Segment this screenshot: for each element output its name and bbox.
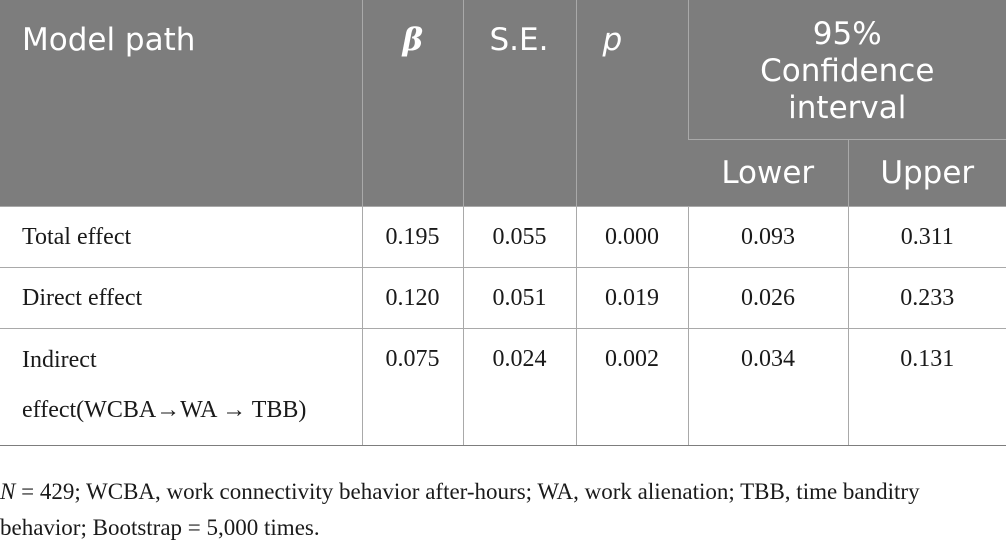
cell-path-line2: effect(WCBA→WA → TBB): [22, 397, 307, 423]
footnote-text: = 429; WCBA, work connectivity behavior …: [0, 479, 920, 540]
cell-path: Indirect effect(WCBA→WA → TBB): [0, 328, 362, 446]
cell-se: 0.051: [462, 267, 576, 329]
cell-beta: 0.195: [361, 206, 463, 268]
cell-se: 0.024: [462, 328, 576, 446]
footnote-n-symbol: N: [0, 479, 16, 504]
table-row-direct-effect: Direct effect 0.120 0.051 0.019 0.026 0.…: [0, 267, 1006, 329]
header-beta: β: [361, 0, 463, 207]
header-row-top: Model path β S.E. p 95% Confidence inter…: [0, 0, 1006, 207]
cell-lower: 0.093: [687, 206, 848, 268]
cell-beta: 0.075: [361, 328, 463, 446]
header-ci-line2: Confidence: [760, 53, 935, 89]
cell-upper: 0.311: [847, 206, 1006, 268]
header-lower: Lower: [688, 139, 848, 207]
cell-p: 0.002: [575, 328, 688, 446]
cell-lower: 0.026: [687, 267, 848, 329]
cell-upper: 0.131: [847, 328, 1006, 446]
header-ci-line3: interval: [788, 90, 907, 126]
cell-path: Direct effect: [0, 267, 362, 329]
cell-path-line1: Indirect: [22, 347, 97, 373]
header-p-symbol: p: [602, 22, 623, 58]
table-row-indirect-effect: Indirect effect(WCBA→WA → TBB) 0.075 0.0…: [0, 328, 1006, 446]
header-confidence-interval: 95% Confidence interval: [687, 0, 1006, 140]
table-footnote: N = 429; WCBA, work connectivity behavio…: [0, 474, 1000, 546]
cell-p: 0.019: [575, 267, 688, 329]
cell-lower: 0.034: [687, 328, 848, 446]
cell-path: Total effect: [0, 206, 362, 268]
cell-p: 0.000: [575, 206, 688, 268]
header-upper: Upper: [847, 139, 1006, 207]
header-se: S.E.: [462, 0, 576, 207]
cell-upper: 0.233: [847, 267, 1006, 329]
mediation-results-table: Model path β S.E. p 95% Confidence inter…: [0, 0, 1006, 446]
cell-se: 0.055: [462, 206, 576, 268]
header-p: p: [575, 0, 688, 207]
cell-beta: 0.120: [361, 267, 463, 329]
table-row-total-effect: Total effect 0.195 0.055 0.000 0.093 0.3…: [0, 206, 1006, 268]
header-model-path: Model path: [0, 0, 362, 207]
header-ci-line1: 95%: [812, 16, 882, 52]
header-row-sub: Lower Upper: [0, 139, 1006, 207]
